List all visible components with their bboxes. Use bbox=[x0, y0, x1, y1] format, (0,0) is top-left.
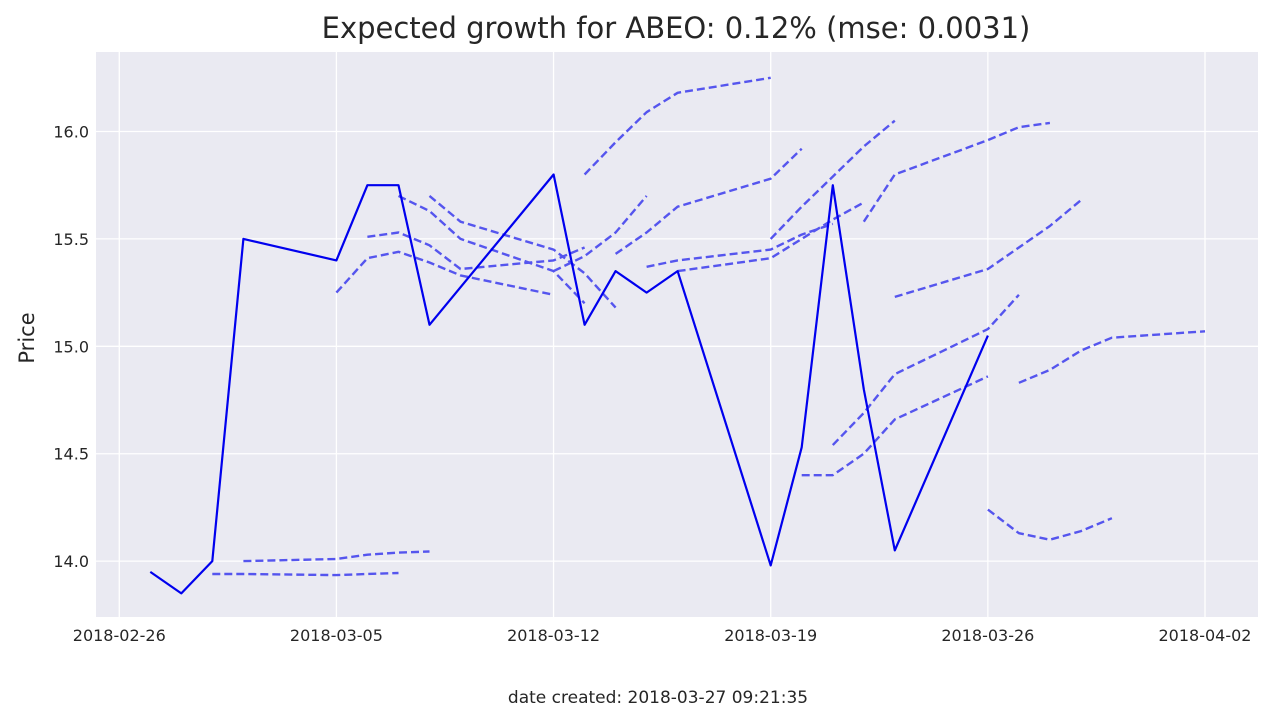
y-tick-label: 15.5 bbox=[53, 230, 89, 249]
forecast-line-9 bbox=[614, 147, 803, 255]
y-axis-label: Price bbox=[15, 312, 39, 363]
forecast-line-11 bbox=[677, 201, 865, 273]
plot-area bbox=[96, 52, 1258, 617]
forecast-line-17 bbox=[987, 508, 1113, 541]
forecast-line-4 bbox=[367, 231, 586, 271]
x-tick-label: 2018-03-12 bbox=[507, 626, 600, 645]
actual-price-line bbox=[149, 173, 989, 595]
forecast-line-8 bbox=[583, 76, 771, 176]
y-tick-label: 16.0 bbox=[53, 122, 89, 141]
forecast-line-5 bbox=[397, 194, 586, 305]
forecast-line-1 bbox=[212, 571, 399, 577]
forecast-line-12 bbox=[769, 119, 896, 240]
date-created-footer: date created: 2018-03-27 09:21:35 bbox=[508, 688, 808, 708]
x-tick-label: 2018-04-02 bbox=[1159, 626, 1252, 645]
y-tick-label: 14.0 bbox=[53, 552, 89, 571]
forecast-line-10 bbox=[646, 222, 834, 268]
grid bbox=[96, 52, 1258, 617]
x-tick-label: 2018-03-26 bbox=[941, 626, 1034, 645]
chart-title: Expected growth for ABEO: 0.12% (mse: 0.… bbox=[322, 11, 1031, 45]
forecast-line-13 bbox=[801, 375, 989, 477]
x-axis: 2018-02-26 2018-03-05 2018-03-12 2018-03-19… bbox=[73, 626, 1252, 645]
series-group bbox=[149, 76, 1206, 595]
x-tick-label: 2018-02-26 bbox=[73, 626, 166, 645]
forecast-line-2 bbox=[243, 550, 430, 563]
y-tick-label: 14.5 bbox=[53, 445, 89, 464]
y-axis: 14.0 14.5 15.0 15.5 16.0 bbox=[53, 122, 89, 571]
forecast-line-16 bbox=[894, 199, 1082, 299]
forecast-line-7 bbox=[553, 195, 648, 273]
x-tick-label: 2018-03-05 bbox=[290, 626, 383, 645]
forecast-line-15 bbox=[862, 121, 1051, 223]
forecast-line-14 bbox=[831, 293, 1020, 446]
forecast-line-3 bbox=[335, 250, 554, 296]
forecast-line-6 bbox=[428, 194, 617, 309]
forecast-line-18 bbox=[1018, 330, 1206, 384]
y-tick-label: 15.0 bbox=[53, 337, 89, 356]
x-tick-label: 2018-03-19 bbox=[724, 626, 817, 645]
